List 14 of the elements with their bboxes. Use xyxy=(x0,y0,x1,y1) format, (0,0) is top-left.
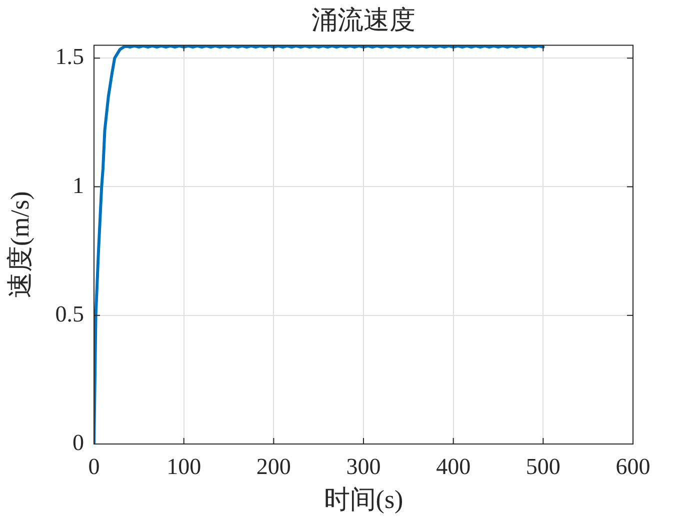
y-axis-title: 速度(m/s) xyxy=(5,191,34,298)
x-tick-label: 0 xyxy=(88,454,100,479)
y-tick-label: 0.5 xyxy=(55,301,84,326)
x-tick-label: 600 xyxy=(616,454,650,479)
x-tick-label: 100 xyxy=(166,454,202,479)
y-tick-label: 1 xyxy=(72,172,84,198)
x-tick-label: 200 xyxy=(256,454,291,479)
x-axis-title: 时间(s) xyxy=(324,485,404,514)
chart-title: 涌流速度 xyxy=(312,5,416,34)
y-tick-label: 1.5 xyxy=(55,44,84,70)
x-tick-label: 500 xyxy=(526,454,560,479)
x-tick-label: 300 xyxy=(346,454,381,479)
x-tick-label: 400 xyxy=(436,454,471,479)
y-tick-label: 0 xyxy=(72,430,84,456)
